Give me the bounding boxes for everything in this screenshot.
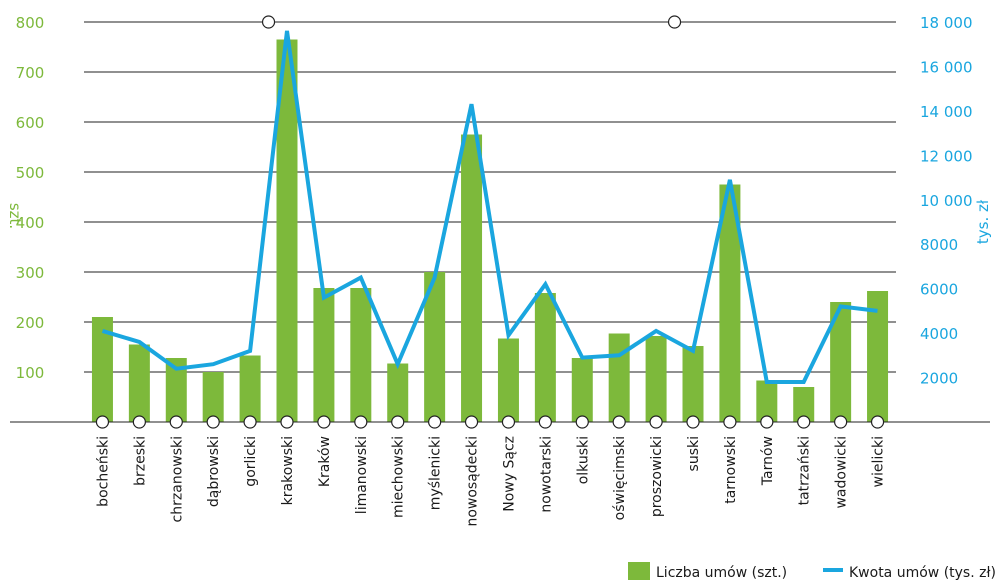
bar	[128, 344, 150, 422]
x-axis-marker	[834, 415, 848, 429]
x-axis-marker	[464, 415, 479, 429]
x-category-label: miechowski	[391, 436, 407, 518]
x-axis-marker	[280, 415, 294, 429]
x-category-label: Tarnów	[760, 436, 776, 486]
top-axis-marker	[261, 15, 276, 29]
bar	[571, 358, 593, 422]
bar	[682, 346, 704, 422]
x-axis-marker	[575, 415, 589, 429]
x-category-label: krakowski	[280, 436, 296, 505]
y-left-tick-label: 700	[16, 64, 45, 82]
axes	[10, 15, 990, 429]
bar	[793, 387, 815, 422]
x-category-label: tarnowski	[723, 436, 739, 504]
x-axis-marker	[243, 415, 257, 429]
bar	[165, 358, 187, 422]
legend-label-line: Kwota umów (tys. zł)	[849, 565, 996, 580]
y-right-tick-label: 4000	[920, 325, 958, 343]
y-right-tick-label: 14 000	[920, 103, 973, 121]
bars	[91, 39, 889, 422]
x-category-label: bocheński	[95, 436, 111, 507]
y-left-tick-label: 300	[16, 264, 45, 282]
y-right-tick-label: 12 000	[920, 147, 973, 165]
x-category-label: limanowski	[354, 436, 370, 514]
bar	[867, 291, 889, 422]
bar	[313, 288, 335, 422]
y-right-tick-label: 10 000	[920, 192, 973, 210]
x-category-label: Kraków	[317, 436, 333, 487]
x-axis-marker	[612, 415, 626, 429]
x-axis-marker	[391, 415, 405, 429]
y-left-tick-label: 100	[16, 364, 45, 382]
x-axis-marker	[686, 415, 700, 429]
x-category-label: wielicki	[871, 436, 887, 487]
y-right-tick-label: 2000	[920, 370, 958, 388]
x-axis-marker	[428, 415, 442, 429]
y-axis-left-label: szt.	[6, 203, 24, 229]
x-axis-marker	[169, 415, 183, 429]
gridlines	[84, 21, 896, 373]
y-left-tick-label: 600	[16, 114, 45, 132]
y-right-tick-label: 8000	[920, 236, 958, 254]
bar	[461, 134, 483, 422]
bar	[387, 363, 409, 422]
x-axis-marker	[797, 415, 811, 429]
y-right-tick-label: 18 000	[920, 14, 973, 32]
bar	[239, 355, 261, 422]
x-axis-marker	[354, 415, 368, 429]
x-axis-marker	[760, 415, 774, 429]
x-axis-marker	[723, 415, 737, 429]
x-category-label: oświęcimski	[612, 436, 628, 520]
x-axis-marker	[95, 415, 110, 429]
line-series-path	[101, 30, 878, 384]
legend-swatch-bars	[628, 562, 650, 580]
x-category-label: nowosądecki	[465, 436, 481, 527]
y-right-tick-label: 6000	[920, 281, 958, 299]
bar	[276, 39, 298, 422]
x-axis-marker	[649, 415, 663, 429]
legend-label-bars: Liczba umów (szt.)	[656, 565, 787, 580]
bar	[608, 333, 630, 422]
bar	[497, 338, 519, 422]
x-axis-marker	[870, 415, 885, 429]
legend: Liczba umów (szt.) Kwota umów (tys. zł)	[628, 562, 996, 581]
x-axis-marker	[206, 415, 220, 429]
x-axis-marker	[132, 415, 146, 429]
bar	[202, 372, 224, 422]
bar	[830, 302, 852, 422]
tick-labels: 100 200 300 400 500 600 700 800 2000 4000 6000 8000…	[16, 14, 973, 527]
x-axis-marker	[317, 415, 331, 429]
x-category-label: nowotarski	[538, 436, 554, 513]
x-category-label: tatrzański	[797, 436, 813, 505]
x-category-label: Nowy Sącz	[501, 436, 517, 512]
bar	[534, 293, 556, 422]
x-category-label: proszowicki	[649, 436, 665, 517]
x-category-label: wadowicki	[834, 436, 850, 509]
x-category-label: brzeski	[132, 436, 148, 486]
top-axis-marker	[667, 15, 682, 29]
y-right-tick-label: 16 000	[920, 58, 973, 76]
x-axis-marker	[538, 415, 552, 429]
y-axis-right-label: tys. zł	[974, 199, 992, 244]
x-category-label: olkuski	[575, 436, 591, 484]
bar	[350, 288, 372, 422]
y-left-tick-label: 500	[16, 164, 45, 182]
x-category-label: myślenicki	[428, 436, 444, 510]
bar	[645, 336, 667, 422]
x-category-label: dąbrowski	[206, 436, 222, 507]
bar	[91, 317, 113, 422]
x-category-label: suski	[686, 436, 702, 471]
bar	[756, 380, 778, 422]
bar	[424, 272, 446, 422]
x-axis-marker	[501, 415, 516, 429]
y-left-tick-label: 200	[16, 314, 45, 332]
y-left-tick-label: 400	[16, 214, 45, 232]
bar	[719, 184, 741, 422]
x-category-label: gorlicki	[243, 436, 259, 487]
y-left-tick-label: 800	[16, 14, 45, 32]
x-category-label: chrzanowski	[169, 436, 185, 522]
line-series	[101, 30, 878, 384]
